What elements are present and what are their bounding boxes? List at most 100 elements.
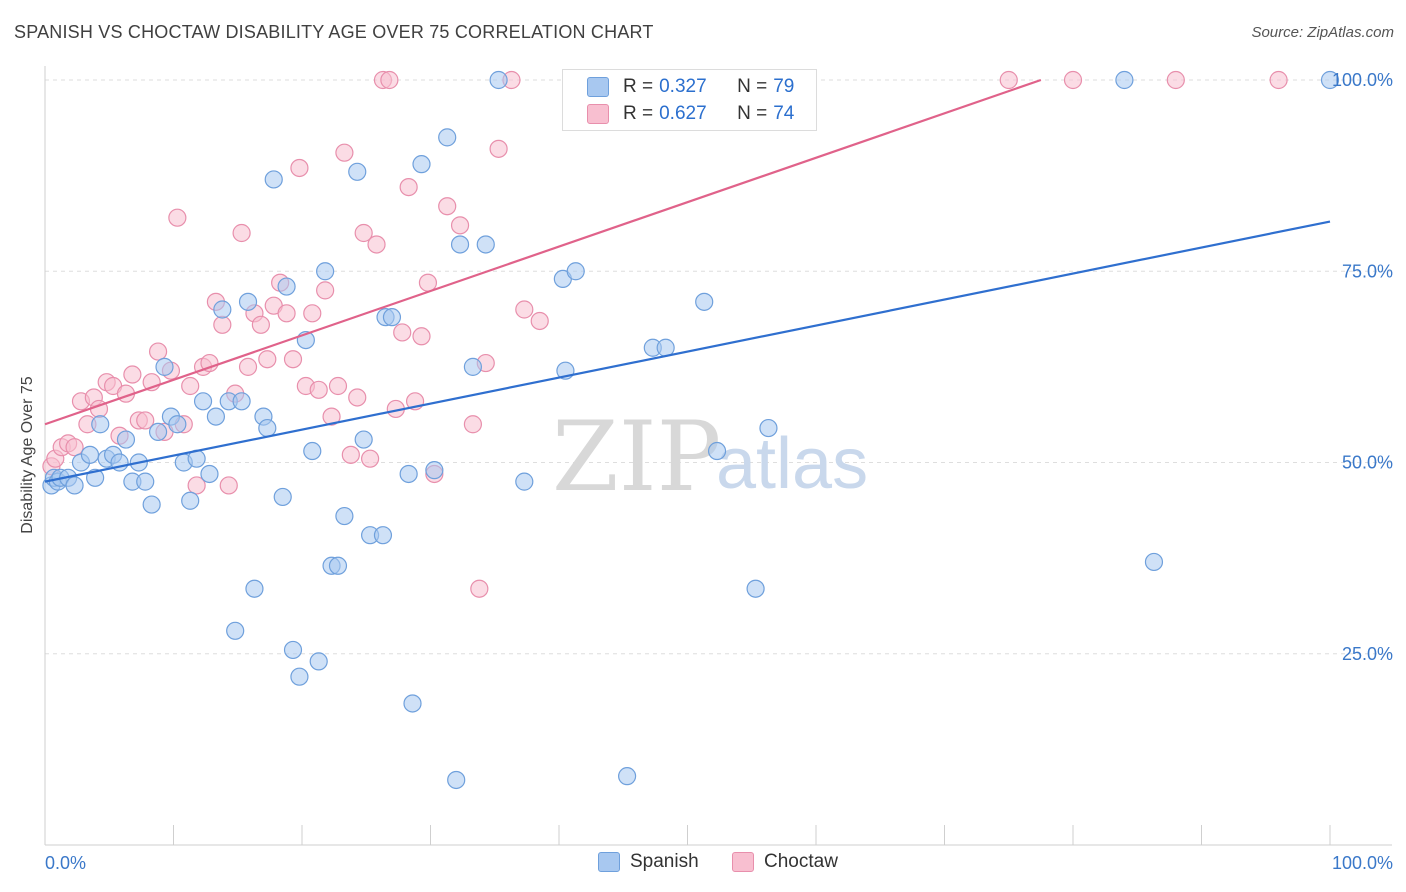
spanish-point <box>707 441 727 461</box>
choctaw-point <box>489 139 508 158</box>
spanish-point <box>566 262 585 281</box>
legend-swatch-spanish <box>587 77 609 97</box>
watermark-atlas: atlas <box>716 424 868 504</box>
choctaw-point <box>530 311 549 331</box>
spanish-point <box>283 640 303 660</box>
legend-label-spanish: Spanish <box>630 851 699 872</box>
spanish-point <box>450 235 470 254</box>
choctaw-point <box>1269 70 1288 90</box>
spanish-point <box>425 461 444 480</box>
spanish-point <box>258 418 277 438</box>
choctaw-point <box>258 350 277 369</box>
spanish-point <box>200 464 219 484</box>
spanish-point <box>328 556 348 575</box>
legend-swatch-choctaw <box>587 104 609 124</box>
spanish-point <box>399 464 418 484</box>
spanish-point <box>142 495 161 514</box>
legend-item-spanish[interactable]: Spanish <box>598 851 699 873</box>
spanish-point <box>273 487 292 507</box>
choctaw-point <box>999 70 1018 90</box>
spanish-point <box>412 155 431 174</box>
spanish-point <box>348 162 367 181</box>
spanish-point <box>403 694 422 713</box>
legend-row-choctaw: R = 0.627 N = 74 <box>587 101 794 127</box>
spanish-point <box>447 770 466 790</box>
choctaw-point <box>1166 70 1185 90</box>
choctaw-point <box>65 438 84 457</box>
spanish-point <box>354 430 373 449</box>
choctaw-point <box>399 178 418 197</box>
spanish-point <box>232 392 251 411</box>
trend-lines <box>44 78 1331 483</box>
choctaw-point <box>470 579 489 598</box>
choctaw-point <box>348 388 367 407</box>
spanish-point <box>245 579 264 598</box>
choctaw-point <box>450 216 470 235</box>
spanish-point <box>290 667 309 686</box>
y-tick-label: 75.0% <box>1342 261 1393 281</box>
choctaw-point <box>341 445 360 464</box>
watermark: ZIP atlas <box>552 401 868 513</box>
spanish-point <box>373 526 393 545</box>
choctaw-point <box>200 353 219 373</box>
choctaw-point <box>148 342 168 361</box>
spanish-point <box>309 652 328 671</box>
legend-r-value: 0.327 <box>659 76 707 97</box>
choctaw-point <box>380 70 399 90</box>
spanish-point <box>438 128 457 147</box>
watermark-zip: ZIP <box>552 401 721 513</box>
choctaw-point <box>316 281 335 300</box>
spanish-point <box>155 357 174 376</box>
spanish-point <box>335 506 354 526</box>
legend-item-choctaw[interactable]: Choctaw <box>732 851 838 873</box>
spanish-points <box>42 70 1340 790</box>
tick-labels: 25.0% 50.0% 75.0% 100.0% 0.0% 100.0% <box>45 70 1393 873</box>
spanish-point <box>193 392 213 411</box>
legend-n-label: N = <box>737 76 768 97</box>
legend-r-label: R = <box>623 103 654 124</box>
legend-row-spanish: R = 0.327 N = 79 <box>587 74 794 100</box>
legend-r-label: R = <box>623 76 654 97</box>
spanish-point <box>116 430 136 449</box>
choctaw-point <box>290 158 309 178</box>
spanish-point <box>489 70 508 90</box>
spanish-trend-line <box>44 220 1331 483</box>
choctaw-point <box>238 357 258 376</box>
spanish-point <box>148 422 168 441</box>
spanish-point <box>238 292 258 311</box>
choctaw-trend-line <box>44 78 1042 426</box>
spanish-point <box>213 300 232 319</box>
spanish-point <box>759 418 778 438</box>
choctaw-point <box>232 223 251 243</box>
legend-swatch-choctaw <box>732 852 754 872</box>
series-legend: Spanish Choctaw <box>0 851 1406 877</box>
spanish-point <box>382 308 402 327</box>
choctaw-point <box>322 407 341 426</box>
choctaw-points <box>42 70 1288 598</box>
spanish-point <box>264 170 283 189</box>
choctaw-point <box>1063 70 1083 90</box>
spanish-point <box>316 262 335 281</box>
choctaw-point <box>123 365 142 384</box>
legend-n-label: N = <box>737 103 768 124</box>
spanish-point <box>91 415 110 434</box>
choctaw-point <box>367 235 386 254</box>
spanish-point <box>277 277 296 296</box>
legend-r-value: 0.627 <box>659 103 707 124</box>
choctaw-point <box>335 143 354 162</box>
legend-n-value: 74 <box>773 103 795 124</box>
y-tick-label: 50.0% <box>1342 453 1393 473</box>
spanish-point <box>1144 552 1164 572</box>
spanish-point <box>65 476 84 495</box>
choctaw-point <box>219 476 238 495</box>
choctaw-point <box>361 449 380 468</box>
choctaw-point <box>438 197 457 216</box>
spanish-point <box>168 415 187 434</box>
choctaw-point <box>283 350 303 369</box>
spanish-point <box>476 235 495 254</box>
x-tick-label: 100.0% <box>1332 853 1393 873</box>
spanish-point <box>618 767 637 786</box>
y-tick-label: 100.0% <box>1332 70 1393 90</box>
spanish-point <box>515 472 534 491</box>
